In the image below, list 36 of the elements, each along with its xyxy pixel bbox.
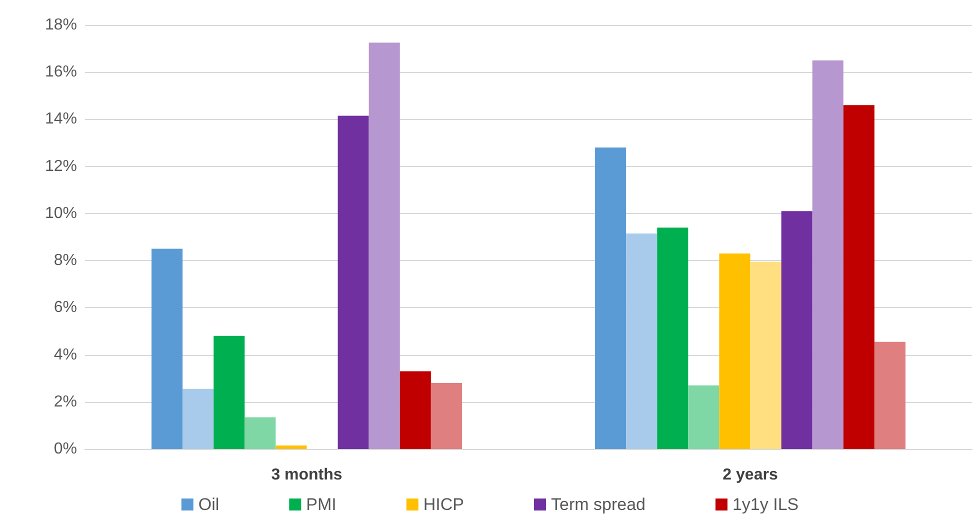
y-tick-label: 6% — [54, 299, 77, 316]
bar — [812, 60, 844, 449]
bar — [781, 211, 812, 449]
bar — [719, 253, 750, 449]
bar — [750, 262, 782, 449]
legend-label: PMI — [306, 495, 336, 514]
legend-label: 1y1y ILS — [732, 495, 799, 514]
bar — [338, 116, 369, 449]
bar — [276, 445, 307, 449]
bar — [244, 417, 276, 449]
bar — [400, 371, 431, 449]
legend-label: HICP — [423, 495, 464, 514]
y-tick-label: 4% — [54, 346, 77, 364]
bar — [214, 336, 245, 449]
bar — [843, 105, 874, 449]
bar — [595, 147, 626, 449]
y-tick-label: 18% — [44, 16, 77, 34]
legend-label: Term spread — [550, 495, 646, 514]
y-tick-label: 14% — [44, 110, 77, 128]
y-tick-label: 0% — [54, 440, 77, 458]
y-tick-label: 12% — [44, 158, 77, 175]
y-tick-label: 2% — [54, 393, 77, 410]
x-tick-label: 3 months — [271, 466, 342, 484]
bar — [182, 388, 214, 449]
bar — [688, 385, 720, 449]
y-tick-label: 10% — [44, 204, 77, 222]
y-tick-label: 8% — [54, 252, 77, 270]
bar — [657, 228, 688, 449]
bar — [152, 248, 183, 449]
bar — [874, 342, 906, 449]
y-tick-label: 16% — [44, 64, 77, 81]
x-tick-label: 2 years — [722, 466, 778, 484]
bar — [368, 42, 400, 449]
bar — [626, 233, 658, 449]
legend-label: Oil — [198, 495, 220, 514]
bar — [430, 383, 462, 449]
